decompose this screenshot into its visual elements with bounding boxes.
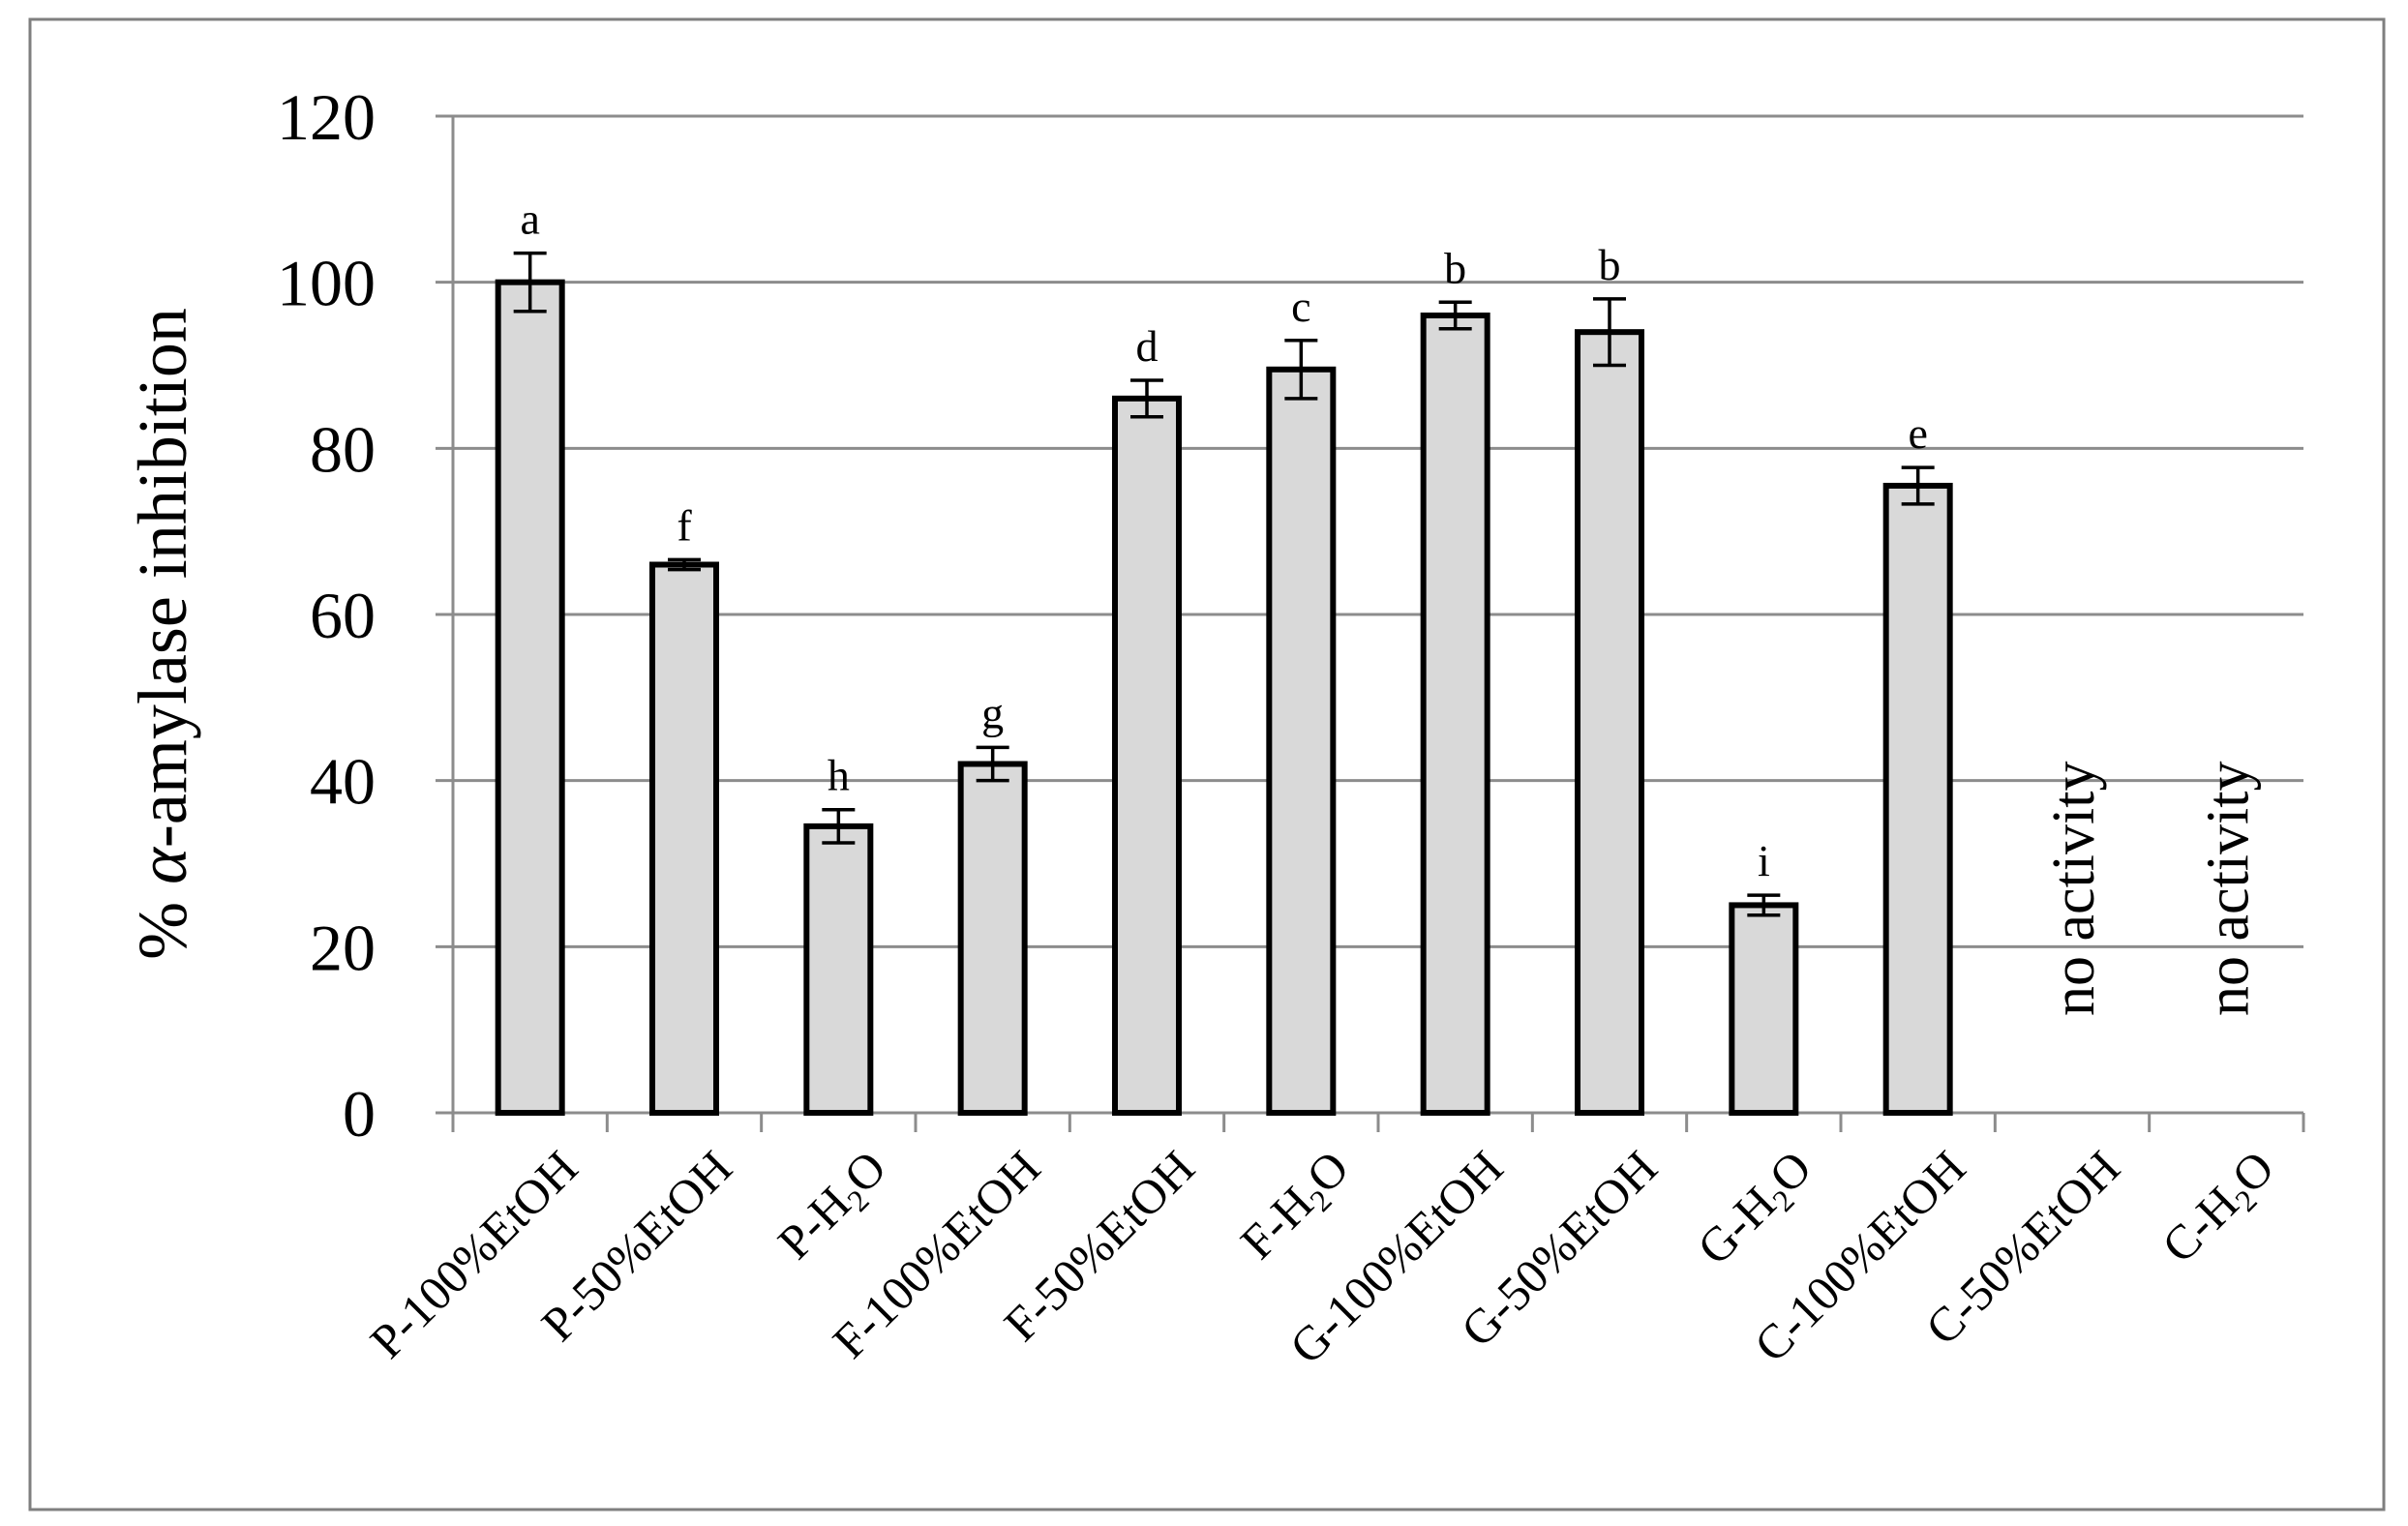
significance-letter: g	[981, 688, 1004, 737]
y-tick-label: 40	[310, 745, 376, 819]
bar	[1266, 366, 1337, 1116]
significance-letter: a	[520, 194, 539, 244]
y-tick-label: 80	[310, 412, 376, 486]
bar	[957, 761, 1028, 1116]
bar	[1112, 395, 1182, 1117]
bar	[649, 561, 719, 1116]
bar	[803, 823, 874, 1116]
no-activity-label: no activity	[2041, 762, 2107, 1016]
y-tick-label: 20	[310, 911, 376, 984]
y-axis-title: % α-amylase inhibition	[124, 308, 201, 960]
significance-letter: c	[1291, 282, 1310, 331]
gridlines	[453, 114, 2303, 948]
significance-letter: b	[1599, 240, 1621, 289]
no-activity-label: no activity	[2195, 762, 2261, 1016]
significance-letter: d	[1136, 321, 1159, 371]
significance-letter: i	[1758, 836, 1770, 885]
significance-letter: h	[828, 751, 850, 800]
significance-letter: e	[1908, 408, 1927, 458]
bars	[495, 251, 1953, 1117]
y-tick-label: 0	[343, 1077, 376, 1151]
bar	[495, 279, 565, 1116]
bar	[1729, 902, 1799, 1117]
y-tick-label: 60	[310, 579, 376, 652]
axes: 0 20 40 60 80 100 120	[277, 80, 2305, 1151]
bar	[1575, 329, 1644, 1116]
significance-letter: b	[1444, 243, 1466, 292]
chart-frame	[28, 17, 2386, 1511]
y-tick-label: 100	[277, 247, 376, 320]
significance-letter: f	[677, 500, 692, 550]
bar	[1420, 313, 1490, 1116]
y-tick-label: 120	[277, 80, 376, 154]
bar	[1882, 482, 1953, 1117]
